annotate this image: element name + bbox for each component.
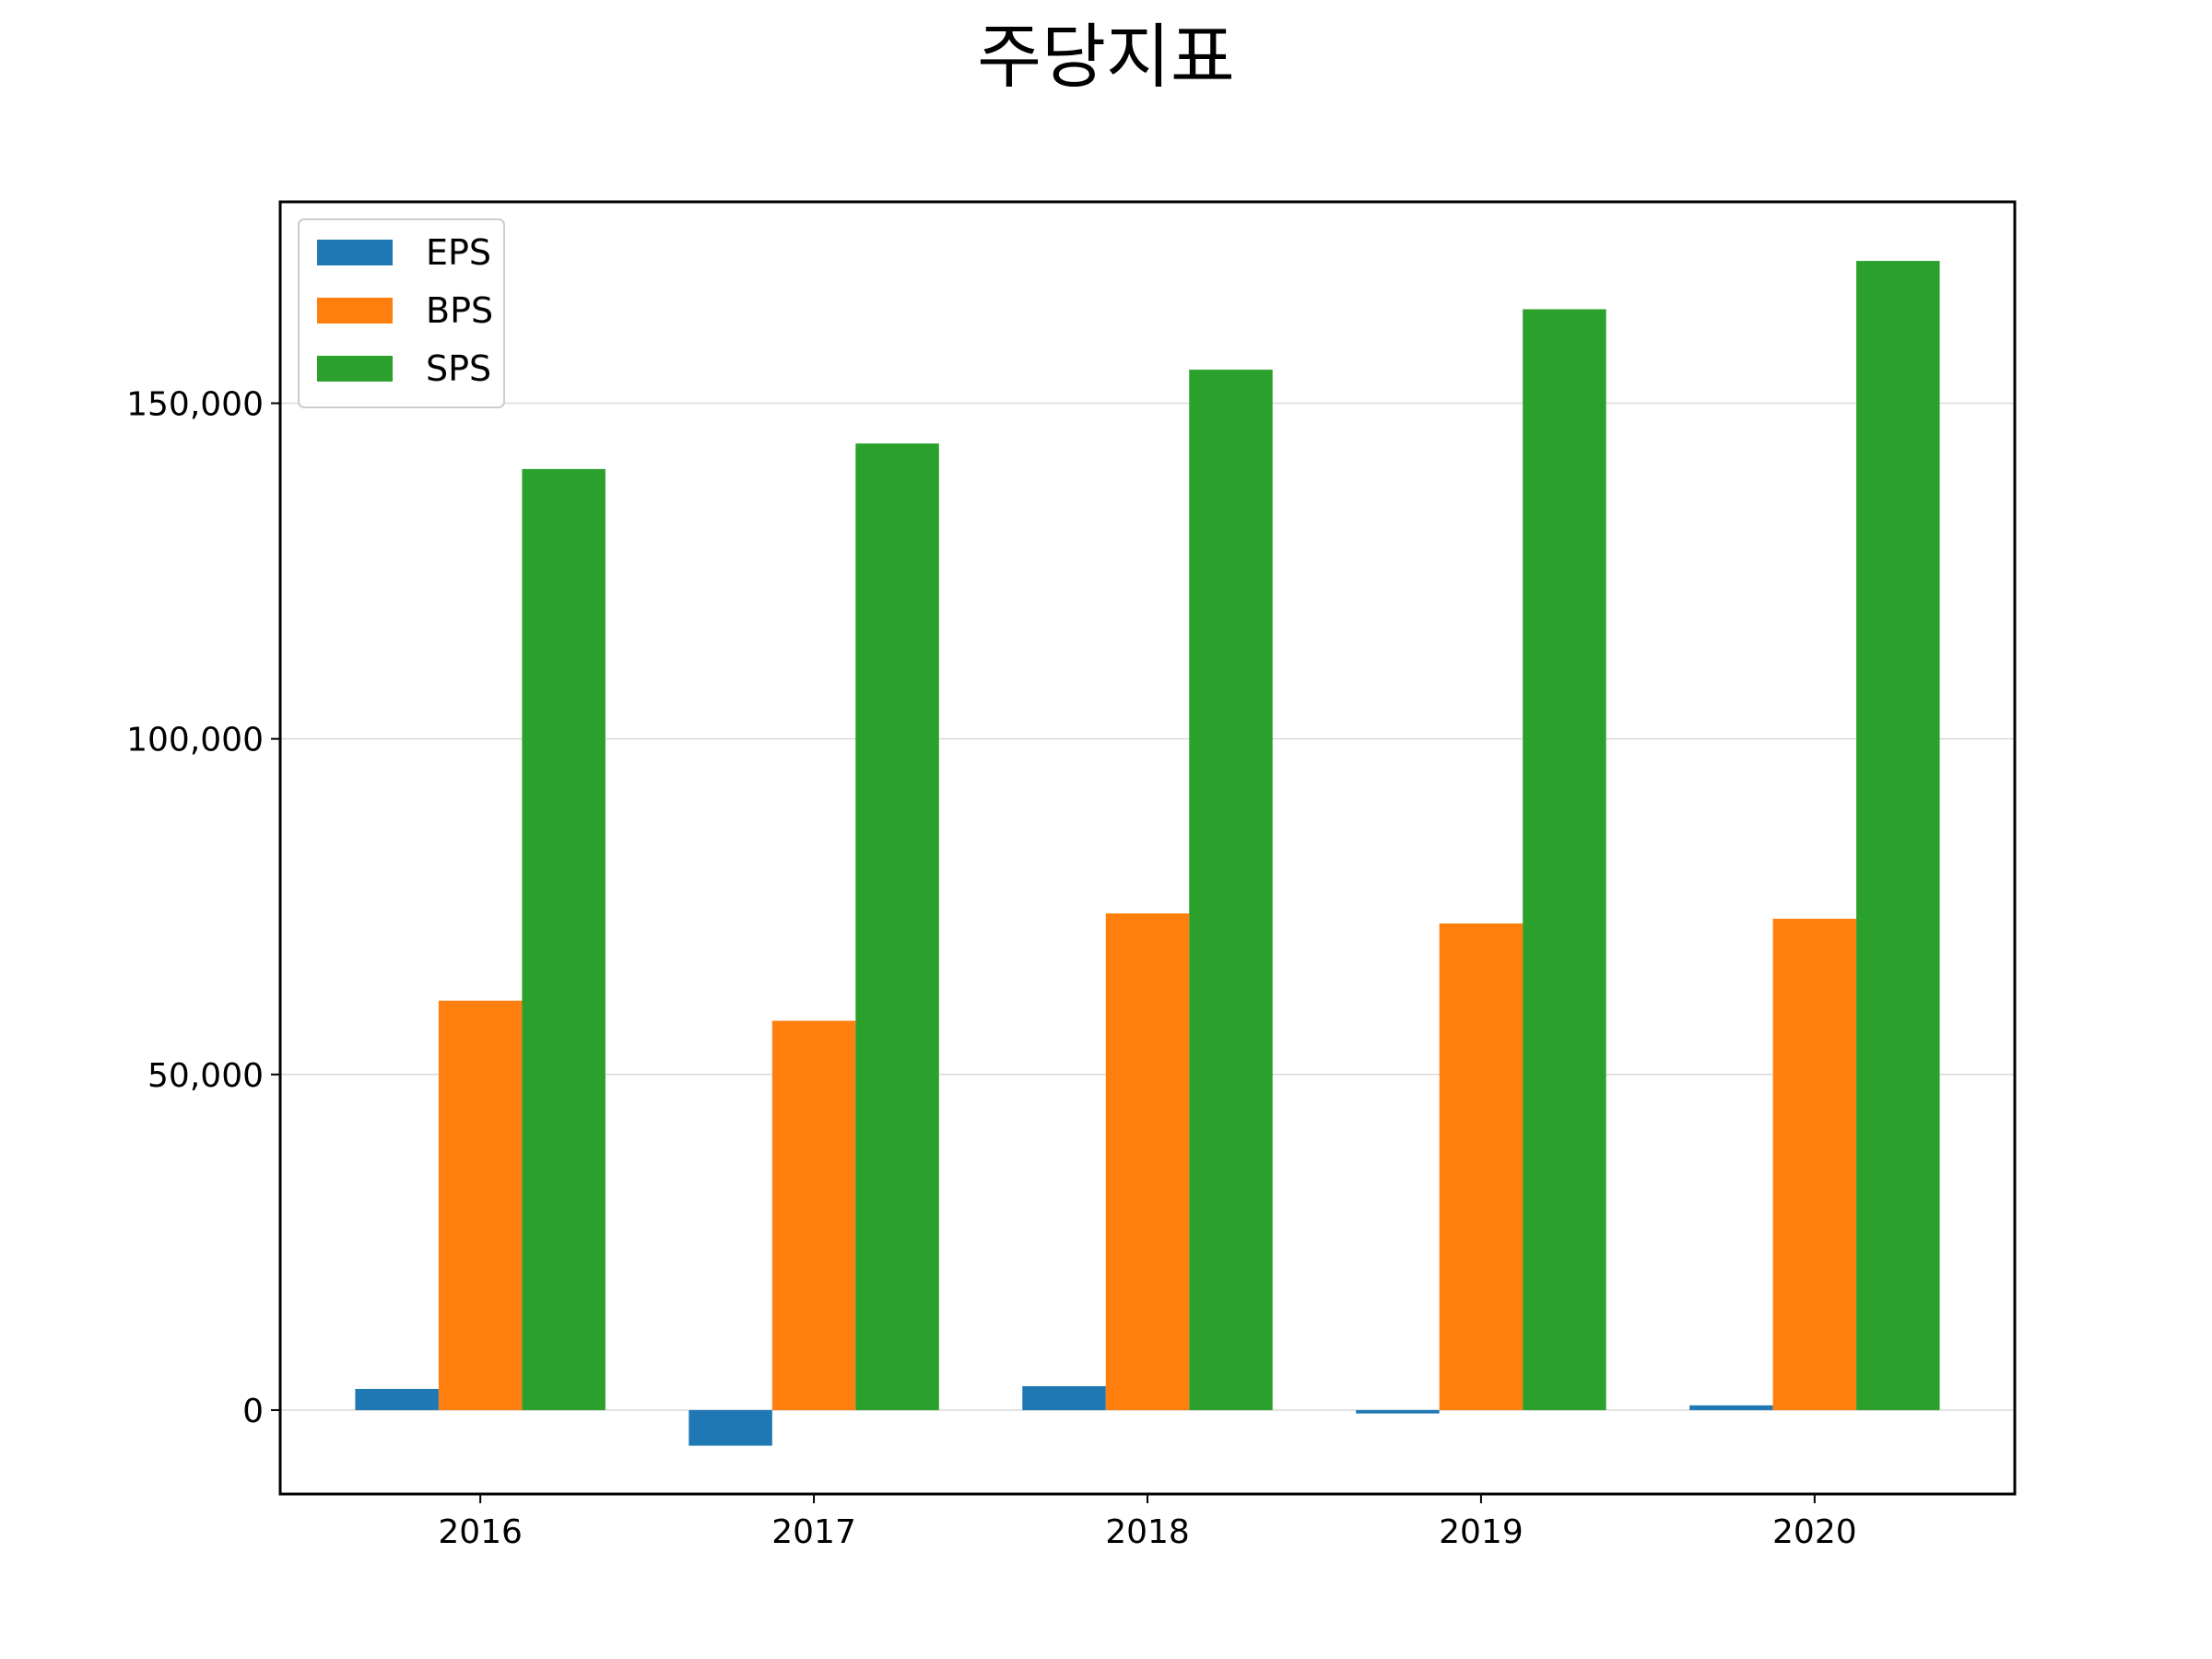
bars xyxy=(355,261,1940,1446)
legend-swatch-eps xyxy=(317,240,393,265)
bar-sps-2019 xyxy=(1523,309,1606,1410)
bar-sps-2017 xyxy=(855,443,939,1410)
bar-eps-2019 xyxy=(1356,1409,1440,1414)
y-tick-label: 50,000 xyxy=(147,1057,264,1095)
bar-sps-2018 xyxy=(1189,370,1273,1410)
legend: EPS BPS SPS xyxy=(298,218,505,408)
legend-swatch-sps xyxy=(317,356,393,382)
legend-swatch-bps xyxy=(317,298,393,324)
x-tick-label: 2018 xyxy=(1105,1513,1190,1551)
bar-bps-2018 xyxy=(1105,913,1190,1410)
bar-bps-2020 xyxy=(1772,918,1857,1410)
y-tick-label: 100,000 xyxy=(126,722,264,759)
bar-bps-2019 xyxy=(1439,923,1524,1410)
bar-sps-2020 xyxy=(1856,261,1940,1410)
x-tick-label: 2017 xyxy=(771,1513,856,1551)
y-axis: 0 50,000 100,000 150,000 xyxy=(126,385,280,1430)
x-tick-label: 2016 xyxy=(438,1513,523,1551)
bar-eps-2018 xyxy=(1022,1386,1106,1410)
bar-bps-2017 xyxy=(771,1020,856,1410)
bar-eps-2016 xyxy=(355,1388,439,1410)
y-tick-label: 150,000 xyxy=(126,385,264,423)
bar-bps-2016 xyxy=(438,1000,523,1410)
legend-label-eps: EPS xyxy=(426,232,491,273)
y-tick-label: 0 xyxy=(242,1393,264,1430)
legend-label-bps: BPS xyxy=(426,290,493,331)
x-axis: 2016 2017 2018 2019 2020 xyxy=(438,1494,1857,1551)
bar-eps-2017 xyxy=(688,1409,772,1446)
chart-title: 주당지표 xyxy=(977,16,1235,98)
legend-label-sps: SPS xyxy=(426,348,491,389)
x-tick-label: 2020 xyxy=(1772,1513,1857,1551)
x-tick-label: 2019 xyxy=(1439,1513,1524,1551)
bar-sps-2016 xyxy=(522,468,606,1410)
bar-eps-2020 xyxy=(1689,1405,1773,1410)
